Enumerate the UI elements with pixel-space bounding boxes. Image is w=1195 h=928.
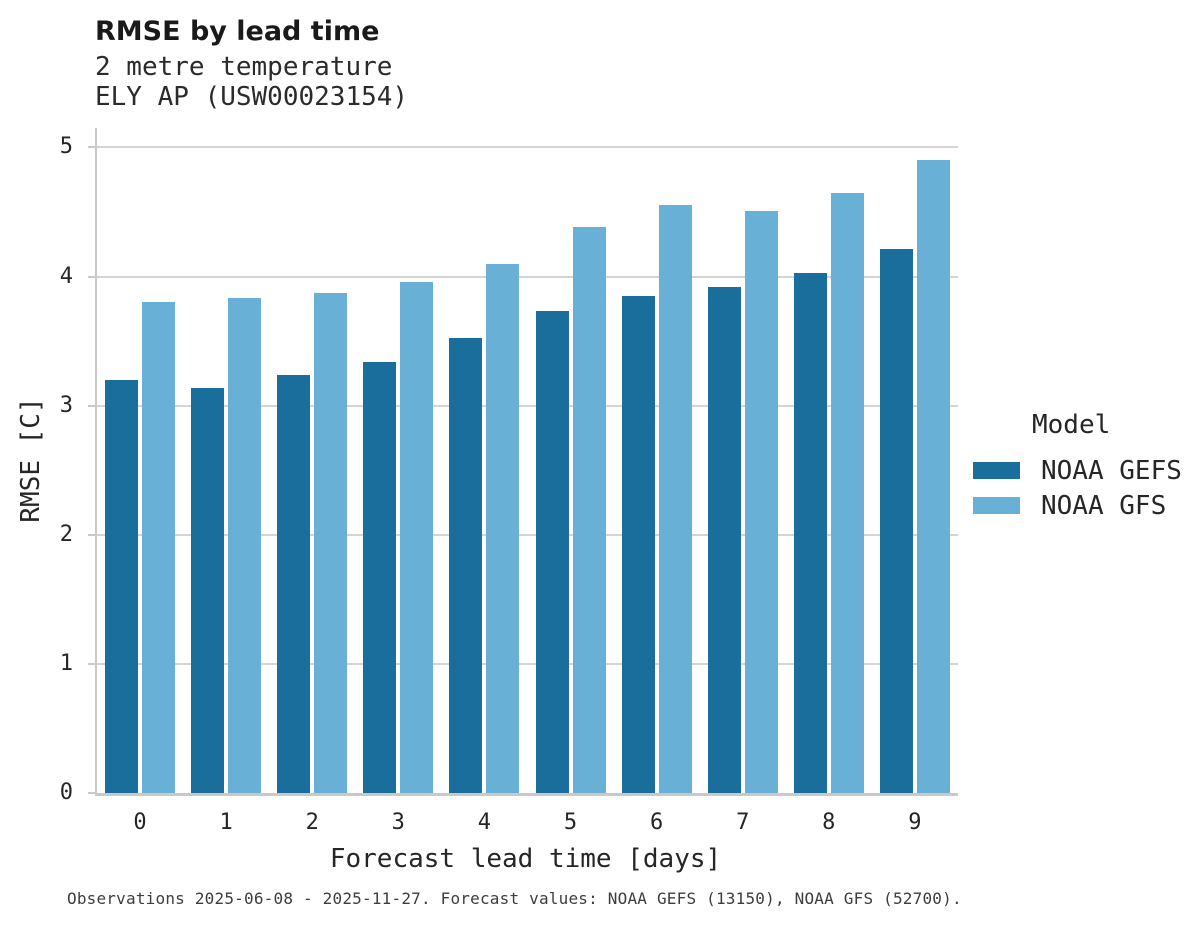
x-tick-label-1: 1 — [219, 810, 233, 835]
plot-area: 0 1 2 3 4 5 0 1 2 3 4 5 6 7 8 9 — [60, 128, 958, 835]
bar-noaa-gefs-day-1 — [191, 387, 225, 793]
y-tick-label-4: 4 — [59, 263, 73, 289]
x-tick-label-4: 4 — [477, 810, 492, 835]
legend: Model NOAA GEFS NOAA GFS — [973, 410, 1182, 523]
bar-noaa-gefs-day-6 — [621, 295, 655, 793]
x-tick-label-2: 2 — [305, 810, 319, 835]
bar-noaa-gfs-day-4 — [486, 263, 520, 793]
x-tick-label-9: 9 — [908, 810, 922, 835]
legend-label-noaa-gefs: NOAA GEFS — [1041, 455, 1182, 486]
y-tick-mark-5 — [88, 146, 95, 149]
y-tick-label-5: 5 — [59, 134, 73, 160]
y-tick-mark-1 — [88, 662, 95, 665]
legend-label-noaa-gfs: NOAA GFS — [1041, 490, 1167, 521]
gridline-y-1 — [97, 662, 958, 665]
x-axis-label: Forecast lead time [days] — [329, 844, 722, 874]
gridline-y-2 — [97, 533, 958, 536]
legend-item-noaa-gfs: NOAA GFS — [973, 488, 1182, 523]
y-tick-label-0: 0 — [59, 780, 73, 805]
chart-subtitle-station: ELY AP (USW00023154) — [95, 82, 409, 112]
gridline-y-3 — [97, 404, 958, 407]
bar-noaa-gfs-day-9 — [916, 160, 950, 793]
legend-item-noaa-gefs: NOAA GEFS — [973, 453, 1182, 488]
bar-noaa-gefs-day-7 — [707, 286, 741, 793]
legend-swatch-noaa-gfs — [973, 497, 1020, 514]
bar-noaa-gfs-day-2 — [314, 293, 348, 793]
y-tick-label-3: 3 — [59, 392, 73, 418]
y-tick-mark-3 — [88, 404, 95, 407]
bar-noaa-gefs-day-0 — [105, 379, 138, 793]
chart-subtitle-variable: 2 metre temperature — [95, 52, 393, 82]
x-tick-label-7: 7 — [736, 810, 750, 835]
bar-noaa-gefs-day-9 — [879, 249, 913, 793]
bar-noaa-gefs-day-2 — [277, 374, 311, 793]
legend-swatch-noaa-gefs — [973, 462, 1020, 479]
bar-noaa-gefs-day-4 — [449, 338, 483, 793]
bar-noaa-gfs-day-1 — [228, 298, 262, 793]
y-tick-mark-0 — [88, 792, 95, 794]
y-tick-mark-4 — [88, 275, 95, 278]
x-tick-label-3: 3 — [391, 810, 405, 835]
gridline-y-4 — [97, 275, 958, 278]
bar-noaa-gefs-day-5 — [535, 311, 569, 793]
legend-title: Model — [1032, 410, 1111, 440]
y-tick-label-1: 1 — [59, 650, 73, 676]
x-tick-label-8: 8 — [822, 810, 836, 835]
x-tick-label-5: 5 — [563, 810, 578, 835]
gridline-y-5 — [97, 146, 958, 149]
chart-title: RMSE by lead time — [95, 16, 380, 47]
bar-noaa-gfs-day-5 — [572, 227, 606, 793]
footer-caption: Observations 2025-06-08 - 2025-11-27. Fo… — [67, 889, 962, 908]
bar-noaa-gfs-day-8 — [830, 192, 864, 793]
bar-noaa-gefs-day-8 — [793, 272, 827, 793]
bar-noaa-gfs-day-6 — [658, 205, 692, 793]
y-tick-label-2: 2 — [59, 521, 73, 547]
bar-noaa-gefs-day-3 — [363, 361, 397, 793]
bar-noaa-gfs-day-7 — [744, 210, 778, 793]
bar-noaa-gfs-day-0 — [142, 302, 175, 793]
bar-noaa-gfs-day-3 — [400, 281, 434, 793]
x-tick-label-6: 6 — [649, 810, 664, 835]
x-tick-label-0: 0 — [133, 810, 147, 835]
y-tick-mark-2 — [88, 533, 95, 536]
